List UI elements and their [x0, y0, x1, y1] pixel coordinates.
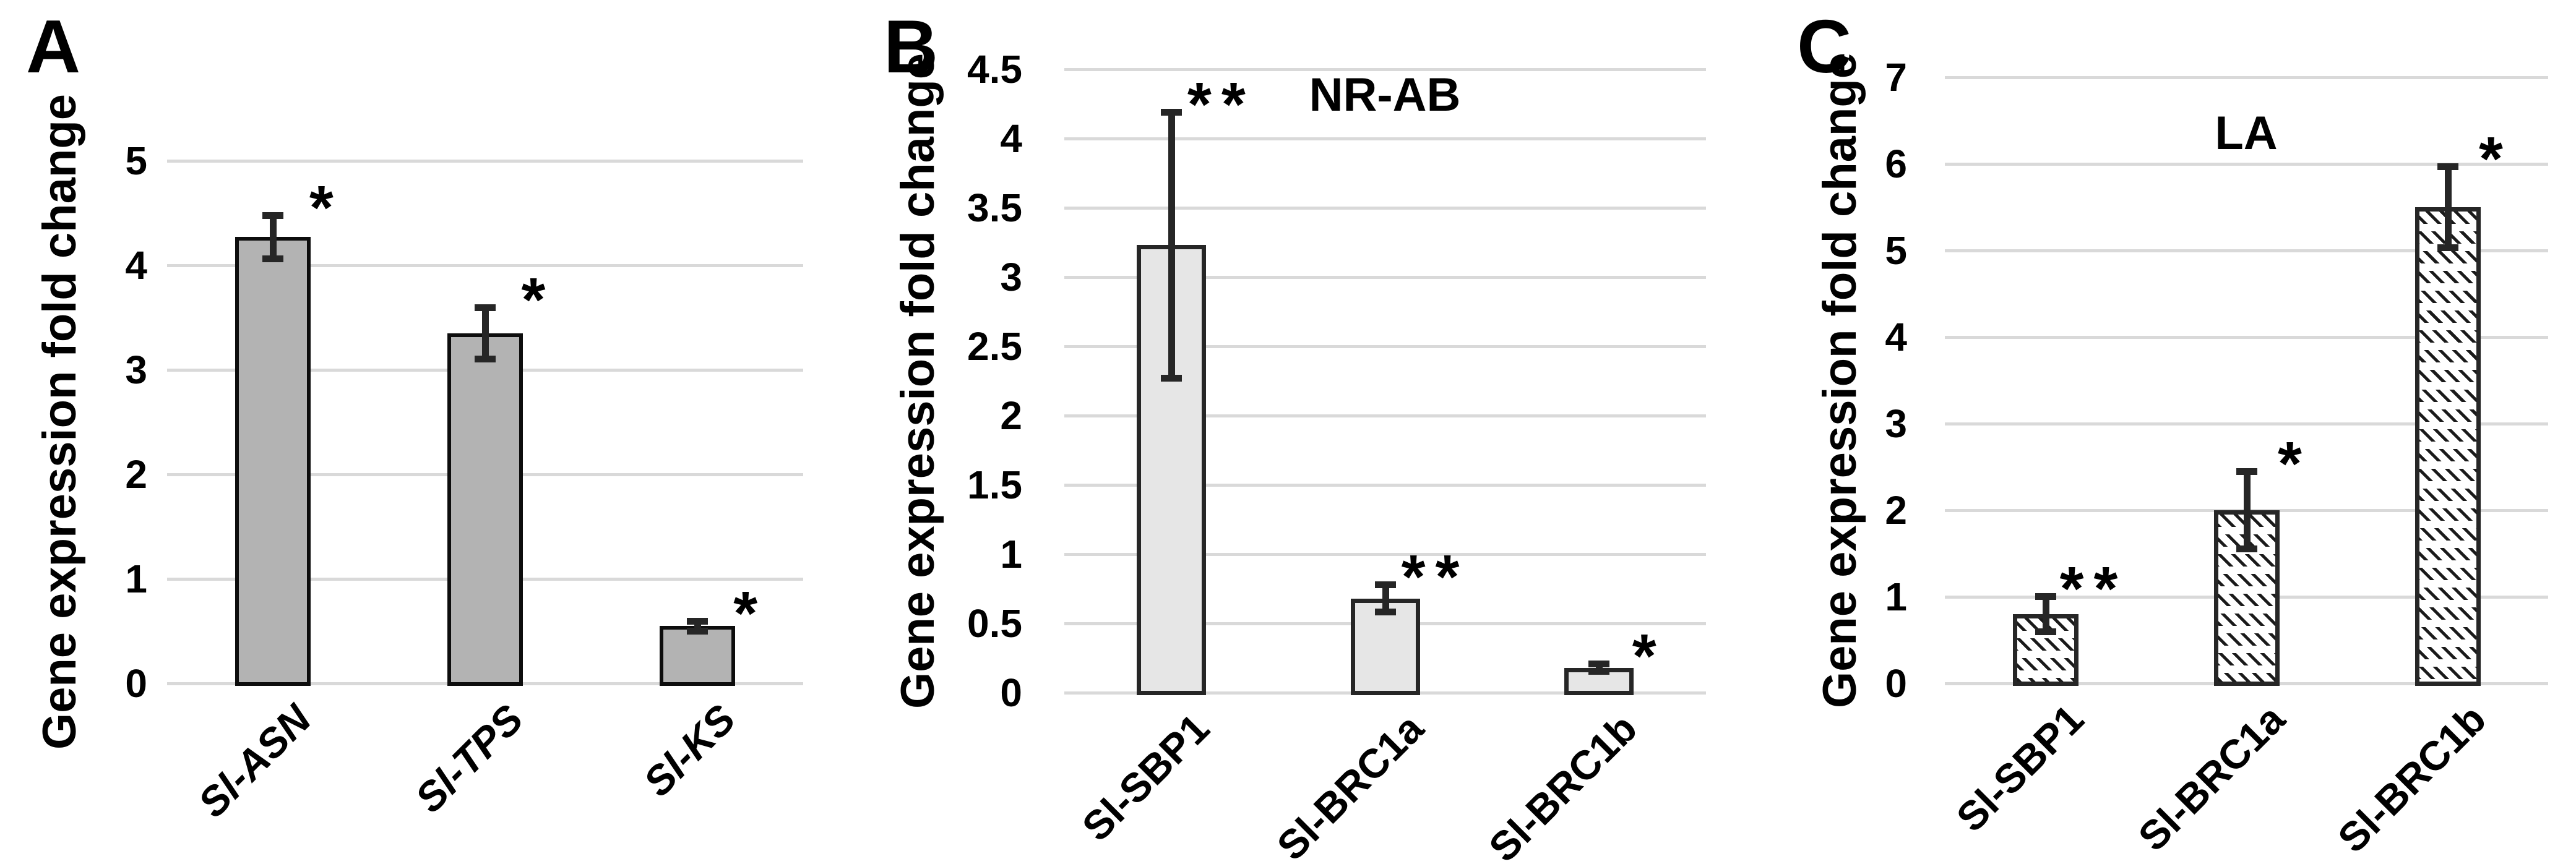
panel-c-y-axis-title: Gene expression fold change	[1814, 52, 1866, 709]
error-bar-line	[2042, 596, 2049, 633]
gridline	[1064, 68, 1706, 71]
error-bar-cap	[2035, 628, 2056, 636]
error-bar-line	[2444, 166, 2452, 248]
bar	[2414, 207, 2481, 686]
y-tick-label: 2	[125, 452, 147, 497]
significance-star: *	[1632, 621, 1666, 691]
y-tick-label: 0	[1885, 661, 1907, 706]
panel-a-letter: A	[26, 4, 81, 88]
y-tick-label: 0.5	[967, 601, 1022, 646]
y-tick-label: 5	[1885, 228, 1907, 273]
error-bar-cap	[2437, 163, 2458, 171]
significance-star: **	[1401, 542, 1470, 612]
significance-star: *	[2278, 429, 2312, 498]
gridline	[1064, 414, 1706, 417]
y-tick-label: 4	[1000, 116, 1022, 161]
error-bar-cap	[1160, 109, 1182, 116]
y-tick-label: 0	[125, 661, 147, 706]
error-bar-cap	[1160, 374, 1182, 382]
error-bar-cap	[475, 356, 496, 363]
y-tick-label: 7	[1885, 55, 1907, 100]
error-bar-cap	[686, 627, 708, 635]
y-tick-label: 4.5	[967, 47, 1022, 92]
error-bar-cap	[2236, 468, 2257, 475]
panel-b-title: NR-AB	[1309, 69, 1461, 121]
significance-star: *	[309, 173, 343, 242]
gridline	[1064, 553, 1706, 556]
bar	[1350, 598, 1420, 695]
error-bar-line	[270, 215, 277, 259]
y-tick-label: 1	[1885, 575, 1907, 619]
y-tick-label: 1	[125, 557, 147, 601]
gridline	[1064, 207, 1706, 210]
significance-star: *	[2479, 124, 2513, 194]
gridline	[1064, 484, 1706, 487]
error-bar-line	[1382, 584, 1389, 613]
error-bar-cap	[1588, 660, 1610, 667]
y-tick-label: 2	[1000, 393, 1022, 438]
panel-c-title: LA	[2215, 107, 2278, 160]
y-tick-label: 3	[125, 348, 147, 392]
y-tick-label: 6	[1885, 142, 1907, 186]
y-tick-label: 3	[1000, 255, 1022, 299]
gridline	[1064, 276, 1706, 279]
significance-star: *	[521, 265, 556, 335]
y-tick-label: 4	[1885, 315, 1907, 359]
error-bar-cap	[2236, 545, 2257, 552]
y-tick-label: 3	[1885, 401, 1907, 446]
error-bar-line	[1596, 663, 1603, 672]
bar	[447, 333, 523, 686]
gridline	[1064, 137, 1706, 140]
y-tick-label: 5	[125, 139, 147, 183]
error-bar-cap	[262, 255, 284, 262]
error-bar-cap	[2035, 592, 2056, 600]
y-tick-label: 4	[125, 243, 147, 288]
panel-c-letter: C	[1797, 4, 1852, 88]
error-bar-line	[1168, 112, 1175, 379]
error-bar-cap	[1374, 609, 1396, 616]
gridline	[167, 264, 803, 267]
x-category-label: Sl-SBP1	[1073, 704, 1218, 850]
significance-star: **	[1187, 70, 1256, 140]
gridline	[1064, 345, 1706, 348]
y-tick-label: 2.5	[967, 324, 1022, 369]
significance-star: *	[733, 578, 768, 648]
panel-b-letter: B	[884, 4, 939, 88]
error-bar-cap	[475, 304, 496, 311]
error-bar-cap	[262, 212, 284, 219]
error-bar-cap	[686, 617, 708, 625]
y-tick-label: 1.5	[967, 463, 1022, 507]
y-tick-label: 1	[1000, 532, 1022, 576]
y-tick-label: 3.5	[967, 186, 1022, 230]
significance-star: **	[2059, 554, 2128, 623]
error-bar-line	[2243, 471, 2251, 549]
error-bar-cap	[1588, 668, 1610, 675]
error-bar-line	[482, 307, 489, 360]
y-tick-label: 0	[1000, 670, 1022, 715]
error-bar-cap	[2437, 244, 2458, 251]
gridline	[1945, 163, 2548, 166]
gridline	[1945, 336, 2548, 339]
y-tick-label: 2	[1885, 488, 1907, 533]
gridline	[1945, 76, 2548, 79]
bar	[235, 237, 311, 686]
gridline	[1945, 249, 2548, 252]
error-bar-cap	[1374, 581, 1396, 589]
error-bar-line	[694, 620, 701, 631]
gridline	[167, 160, 803, 163]
gridline	[1945, 422, 2548, 426]
